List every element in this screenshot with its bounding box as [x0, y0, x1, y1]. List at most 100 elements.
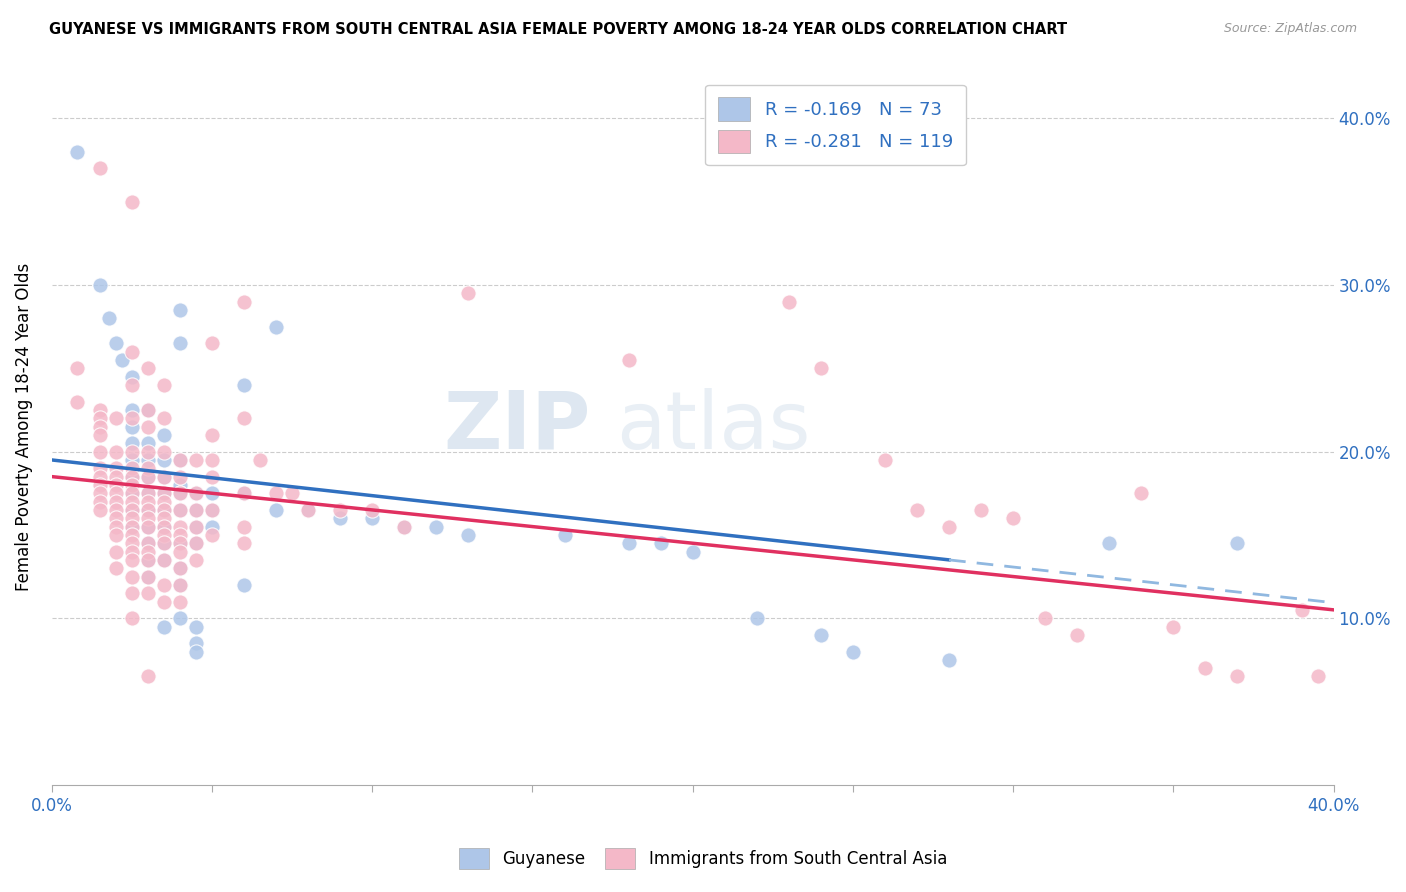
- Point: [1130, 486, 1153, 500]
- Point: [169, 544, 191, 558]
- Point: [136, 519, 159, 533]
- Point: [89, 461, 111, 475]
- Point: [153, 469, 176, 483]
- Text: ZIP: ZIP: [443, 388, 591, 466]
- Point: [169, 578, 191, 592]
- Point: [810, 361, 832, 376]
- Point: [136, 536, 159, 550]
- Point: [136, 669, 159, 683]
- Point: [1306, 669, 1329, 683]
- Point: [329, 511, 352, 525]
- Point: [121, 419, 143, 434]
- Point: [1066, 628, 1088, 642]
- Point: [233, 486, 256, 500]
- Point: [153, 486, 176, 500]
- Point: [89, 444, 111, 458]
- Point: [153, 428, 176, 442]
- Point: [136, 469, 159, 483]
- Point: [682, 544, 704, 558]
- Point: [89, 428, 111, 442]
- Point: [104, 478, 127, 492]
- Point: [89, 411, 111, 425]
- Point: [169, 536, 191, 550]
- Point: [104, 528, 127, 542]
- Point: [184, 503, 207, 517]
- Point: [201, 528, 224, 542]
- Point: [184, 536, 207, 550]
- Point: [297, 503, 319, 517]
- Point: [153, 519, 176, 533]
- Point: [184, 503, 207, 517]
- Point: [121, 436, 143, 450]
- Point: [184, 553, 207, 567]
- Point: [281, 486, 304, 500]
- Point: [425, 519, 447, 533]
- Point: [264, 503, 287, 517]
- Point: [121, 519, 143, 533]
- Point: [153, 619, 176, 633]
- Point: [121, 486, 143, 500]
- Point: [98, 311, 121, 326]
- Point: [121, 486, 143, 500]
- Point: [121, 611, 143, 625]
- Point: [136, 444, 159, 458]
- Point: [169, 469, 191, 483]
- Point: [136, 511, 159, 525]
- Point: [136, 503, 159, 517]
- Point: [169, 303, 191, 318]
- Point: [136, 403, 159, 417]
- Point: [184, 486, 207, 500]
- Point: [201, 519, 224, 533]
- Point: [169, 453, 191, 467]
- Point: [201, 469, 224, 483]
- Point: [121, 536, 143, 550]
- Point: [184, 536, 207, 550]
- Point: [169, 594, 191, 608]
- Point: [121, 494, 143, 508]
- Point: [89, 403, 111, 417]
- Point: [617, 536, 640, 550]
- Point: [104, 444, 127, 458]
- Point: [264, 486, 287, 500]
- Point: [111, 353, 134, 368]
- Text: atlas: atlas: [616, 388, 810, 466]
- Point: [89, 278, 111, 293]
- Point: [153, 486, 176, 500]
- Point: [89, 478, 111, 492]
- Point: [104, 461, 127, 475]
- Point: [136, 403, 159, 417]
- Point: [136, 361, 159, 376]
- Point: [233, 411, 256, 425]
- Point: [457, 528, 479, 542]
- Legend: Guyanese, Immigrants from South Central Asia: Guyanese, Immigrants from South Central …: [449, 838, 957, 880]
- Point: [136, 436, 159, 450]
- Point: [153, 553, 176, 567]
- Point: [169, 528, 191, 542]
- Point: [121, 553, 143, 567]
- Point: [136, 461, 159, 475]
- Point: [169, 578, 191, 592]
- Point: [89, 469, 111, 483]
- Point: [136, 569, 159, 583]
- Point: [938, 519, 960, 533]
- Point: [121, 544, 143, 558]
- Point: [169, 503, 191, 517]
- Point: [1226, 536, 1249, 550]
- Point: [136, 519, 159, 533]
- Point: [810, 628, 832, 642]
- Point: [745, 611, 768, 625]
- Point: [169, 486, 191, 500]
- Text: Source: ZipAtlas.com: Source: ZipAtlas.com: [1223, 22, 1357, 36]
- Point: [136, 536, 159, 550]
- Point: [104, 486, 127, 500]
- Point: [153, 519, 176, 533]
- Point: [169, 611, 191, 625]
- Point: [66, 145, 89, 159]
- Point: [66, 394, 89, 409]
- Point: [169, 453, 191, 467]
- Point: [121, 478, 143, 492]
- Point: [121, 378, 143, 392]
- Point: [136, 503, 159, 517]
- Point: [153, 594, 176, 608]
- Point: [264, 319, 287, 334]
